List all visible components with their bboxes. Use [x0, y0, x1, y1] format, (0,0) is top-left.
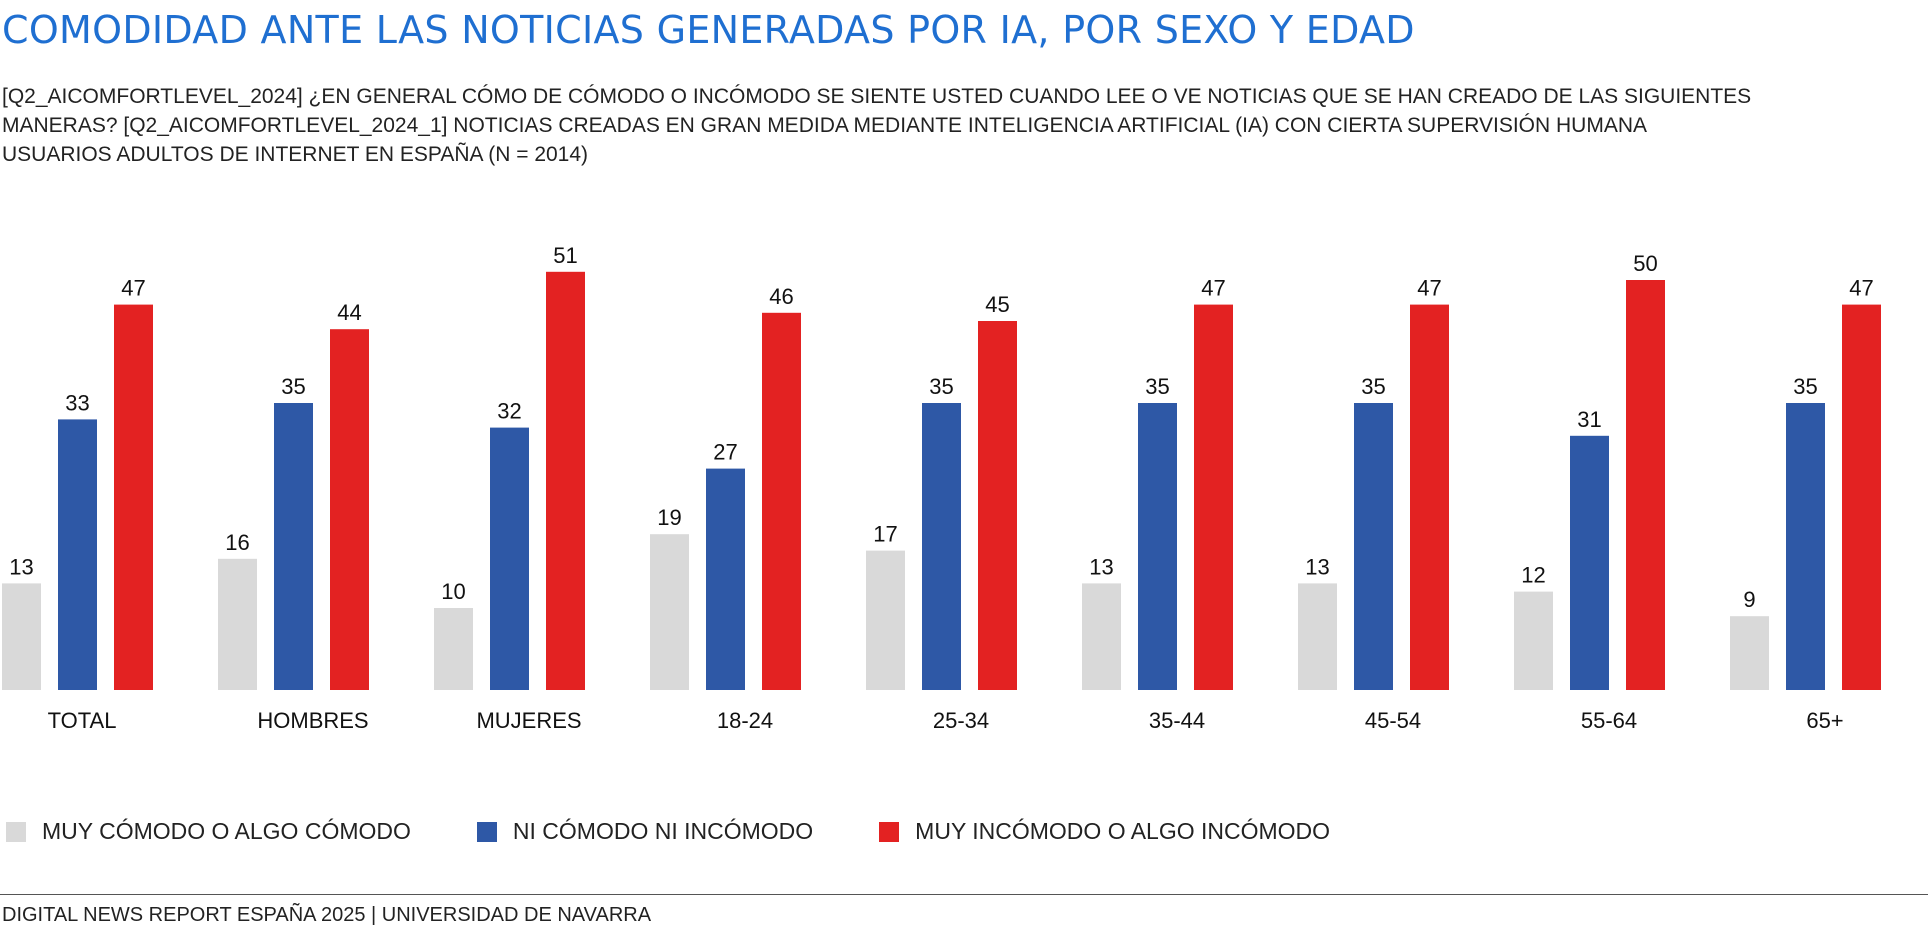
x-tick-label: 55-64	[1581, 708, 1637, 733]
legend-item-incomodo: MUY INCÓMODO O ALGO INCÓMODO	[879, 818, 1330, 845]
bar-total-series-0	[2, 583, 41, 690]
data-label: 31	[1577, 407, 1601, 432]
footer-divider	[0, 894, 1928, 895]
bar-mujeres-series-0	[434, 608, 473, 690]
x-tick-label: HOMBRES	[257, 708, 368, 733]
bar-18-24-series-2	[762, 312, 801, 690]
bar-mujeres-series-1	[490, 427, 529, 690]
data-label: 16	[225, 530, 249, 555]
legend-label-neutral: NI CÓMODO NI INCÓMODO	[512, 818, 814, 844]
data-label: 35	[1793, 374, 1817, 399]
bar-55-64-series-0	[1514, 591, 1553, 690]
data-label: 19	[657, 505, 681, 530]
data-label: 13	[1305, 554, 1329, 579]
legend-swatch-comodo	[6, 821, 26, 842]
bar-hombres-series-0	[218, 558, 257, 690]
footer-source: DIGITAL NEWS REPORT ESPAÑA 2025 | UNIVER…	[2, 904, 652, 926]
bar-total-series-2	[114, 304, 153, 690]
data-label: 35	[1361, 374, 1385, 399]
legend-label-incomodo: MUY INCÓMODO O ALGO INCÓMODO	[915, 818, 1331, 844]
bar-35-44-series-2	[1194, 304, 1233, 690]
data-label: 35	[281, 374, 305, 399]
x-tick-label: 45-54	[1365, 708, 1421, 733]
data-label: 13	[9, 554, 33, 579]
bar-35-44-series-0	[1082, 583, 1121, 690]
legend-item-comodo: MUY CÓMODO O ALGO CÓMODO	[6, 818, 411, 845]
data-label: 9	[1743, 587, 1755, 612]
bar-25-34-series-0	[866, 550, 905, 690]
bar-55-64-series-2	[1626, 280, 1665, 690]
bar-65-series-2	[1842, 304, 1881, 690]
data-label: 12	[1521, 563, 1545, 588]
data-label: 47	[1201, 276, 1225, 301]
data-label: 10	[441, 579, 465, 604]
bar-hombres-series-2	[330, 329, 369, 690]
bar-25-34-series-1	[922, 403, 961, 690]
subtitle-line: MANERAS? [Q2_AICOMFORTLEVEL_2024_1] NOTI…	[2, 114, 1648, 137]
bar-chart: 13 33 47 TOTAL 16 35 44 HOMBRES 10 32 51 MUJERES 19 2…	[2, 243, 1881, 733]
data-label: 32	[497, 399, 521, 424]
data-label: 13	[1089, 554, 1113, 579]
x-tick-label: TOTAL	[48, 708, 117, 733]
chart-subtitle: [Q2_AICOMFORTLEVEL_2024] ¿EN GENERAL CÓM…	[2, 82, 1752, 169]
legend-label-comodo: MUY CÓMODO O ALGO CÓMODO	[42, 818, 411, 844]
bar-45-54-series-2	[1410, 304, 1449, 690]
legend-swatch-neutral	[476, 821, 497, 842]
x-tick-label: 35-44	[1149, 708, 1205, 733]
bar-45-54-series-1	[1354, 403, 1393, 690]
x-tick-label: 18-24	[717, 708, 773, 733]
bar-65-series-1	[1786, 403, 1825, 690]
data-label: 27	[713, 440, 737, 465]
data-label: 46	[769, 284, 793, 309]
x-tick-label: 25-34	[933, 708, 989, 733]
bar-mujeres-series-2	[546, 271, 585, 690]
bar-55-64-series-1	[1570, 435, 1609, 690]
bar-18-24-series-0	[650, 534, 689, 690]
x-tick-label: 65+	[1806, 708, 1843, 733]
bar-65-series-0	[1730, 616, 1769, 690]
subtitle-line: USUARIOS ADULTOS DE INTERNET EN ESPAÑA (…	[2, 143, 589, 166]
legend-item-neutral: NI CÓMODO NI INCÓMODO	[476, 818, 814, 845]
bar-45-54-series-0	[1298, 583, 1337, 690]
data-label: 45	[985, 292, 1009, 317]
x-tick-label: MUJERES	[476, 708, 581, 733]
bar-18-24-series-1	[706, 468, 745, 690]
data-label: 44	[337, 300, 361, 325]
data-label: 35	[1145, 374, 1169, 399]
data-label: 47	[1417, 276, 1441, 301]
data-label: 35	[929, 374, 953, 399]
data-label: 51	[553, 243, 577, 268]
subtitle-line: [Q2_AICOMFORTLEVEL_2024] ¿EN GENERAL CÓM…	[2, 85, 1752, 108]
data-label: 47	[1849, 276, 1873, 301]
bar-35-44-series-1	[1138, 403, 1177, 690]
bar-hombres-series-1	[274, 403, 313, 690]
data-label: 47	[121, 276, 145, 301]
bar-25-34-series-2	[978, 321, 1017, 690]
chart-title: COMODIDAD ANTE LAS NOTICIAS GENERADAS PO…	[2, 8, 1415, 52]
legend-swatch-incomodo	[879, 821, 900, 842]
chart-legend: MUY CÓMODO O ALGO CÓMODO NI CÓMODO NI IN…	[6, 818, 1396, 845]
data-label: 33	[65, 390, 89, 415]
bar-total-series-1	[58, 419, 97, 690]
data-label: 50	[1633, 251, 1657, 276]
data-label: 17	[873, 522, 897, 547]
